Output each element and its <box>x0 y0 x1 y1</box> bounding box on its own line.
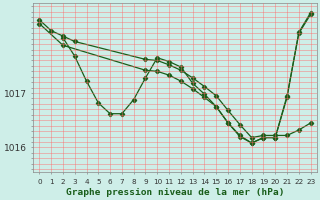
X-axis label: Graphe pression niveau de la mer (hPa): Graphe pression niveau de la mer (hPa) <box>66 188 284 197</box>
